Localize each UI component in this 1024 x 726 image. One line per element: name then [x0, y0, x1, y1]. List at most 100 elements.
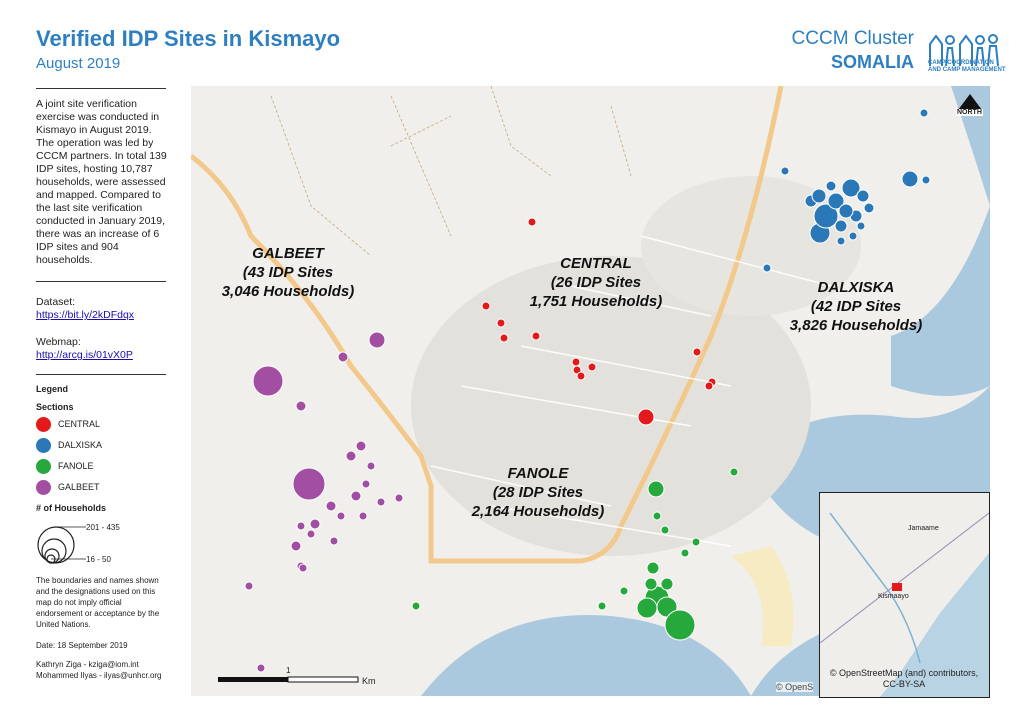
- idp-site-dalxiska[interactable]: [813, 203, 839, 229]
- idp-site-central[interactable]: [531, 331, 541, 341]
- idp-site-dalxiska[interactable]: [919, 108, 929, 118]
- section-households: 1,751 Households): [529, 293, 663, 310]
- idp-site-galbeet[interactable]: [298, 563, 308, 573]
- idp-site-fanole[interactable]: [646, 561, 660, 575]
- idp-site-central[interactable]: [527, 217, 537, 227]
- webmap-link[interactable]: http://arcg.is/01vX0P: [36, 349, 133, 361]
- idp-site-fanole[interactable]: [664, 609, 696, 641]
- idp-site-dalxiska[interactable]: [811, 188, 827, 204]
- inset-basemap: [820, 493, 989, 697]
- idp-site-fanole[interactable]: [660, 577, 674, 591]
- idp-site-galbeet[interactable]: [376, 497, 386, 507]
- section-label-fanole: FANOLE (28 IDP Sites 2,164 Households): [458, 464, 618, 521]
- idp-site-fanole[interactable]: [636, 597, 658, 619]
- idp-site-galbeet[interactable]: [306, 529, 316, 539]
- idp-site-dalxiska[interactable]: [921, 175, 931, 185]
- idp-site-dalxiska[interactable]: [848, 231, 858, 241]
- idp-site-galbeet[interactable]: [296, 521, 306, 531]
- legend-swatch: [36, 459, 51, 474]
- idp-site-galbeet[interactable]: [355, 440, 367, 452]
- idp-site-dalxiska[interactable]: [762, 263, 772, 273]
- idp-site-galbeet[interactable]: [325, 500, 337, 512]
- idp-site-fanole[interactable]: [619, 586, 629, 596]
- idp-site-fanole[interactable]: [597, 601, 607, 611]
- idp-site-galbeet[interactable]: [368, 331, 386, 349]
- idp-site-galbeet[interactable]: [290, 540, 302, 552]
- idp-site-dalxiska[interactable]: [780, 166, 790, 176]
- dataset-link[interactable]: https://bit.ly/2kDFdqx: [36, 309, 135, 321]
- section-sites: (26 IDP Sites: [550, 274, 642, 291]
- idp-site-fanole[interactable]: [691, 537, 701, 547]
- idp-site-galbeet[interactable]: [256, 663, 266, 673]
- legend-label: CENTRAL: [58, 419, 101, 429]
- hh-max-label: 201 - 435: [86, 523, 120, 532]
- idp-site-dalxiska[interactable]: [825, 180, 837, 192]
- inset-map[interactable]: Jamaame Kismaayo: [819, 492, 990, 698]
- idp-site-fanole[interactable]: [660, 525, 670, 535]
- legend-item: FANOLE: [36, 456, 168, 477]
- idp-site-dalxiska[interactable]: [827, 192, 845, 210]
- divider: [36, 88, 166, 89]
- divider: [36, 281, 166, 282]
- idp-site-dalxiska[interactable]: [856, 221, 866, 231]
- sections-title: Sections: [36, 402, 74, 412]
- legend-label: DALXISKA: [58, 440, 103, 450]
- org-name: CCCM Cluster: [791, 28, 914, 49]
- org-block: CCCM Cluster SOMALIA: [792, 28, 914, 73]
- map-attribution: © OpenS: [776, 682, 814, 692]
- section-sites: (43 IDP Sites: [242, 264, 334, 281]
- section-households: 3,046 Households): [221, 283, 355, 300]
- idp-site-fanole[interactable]: [411, 601, 421, 611]
- idp-site-galbeet[interactable]: [295, 400, 307, 412]
- idp-site-galbeet[interactable]: [292, 467, 326, 501]
- scale-bar: 1 Km: [218, 666, 378, 691]
- idp-site-dalxiska[interactable]: [834, 219, 848, 233]
- idp-site-galbeet[interactable]: [366, 461, 376, 471]
- webmap-label: Webmap:: [36, 336, 81, 348]
- idp-site-galbeet[interactable]: [394, 493, 404, 503]
- idp-site-dalxiska[interactable]: [836, 236, 846, 246]
- idp-site-galbeet[interactable]: [309, 518, 321, 530]
- idp-site-dalxiska[interactable]: [838, 203, 854, 219]
- inset-attribution: © OpenStreetMap (and) contributors, CC-B…: [829, 668, 979, 689]
- idp-sites-layer: [244, 108, 931, 673]
- idp-site-central[interactable]: [481, 301, 491, 311]
- idp-site-fanole[interactable]: [644, 577, 658, 591]
- idp-site-galbeet[interactable]: [358, 511, 368, 521]
- idp-site-dalxiska[interactable]: [863, 202, 875, 214]
- idp-site-galbeet[interactable]: [350, 490, 362, 502]
- idp-site-galbeet[interactable]: [337, 351, 349, 363]
- date-text: Date: 18 September 2019: [36, 641, 128, 650]
- section-label-central: CENTRAL (26 IDP Sites 1,751 Households): [516, 254, 676, 311]
- idp-site-fanole[interactable]: [680, 548, 690, 558]
- idp-site-galbeet[interactable]: [329, 536, 339, 546]
- idp-site-dalxiska[interactable]: [841, 178, 861, 198]
- idp-site-central[interactable]: [704, 381, 714, 391]
- sidebar: A joint site verification exercise was c…: [36, 88, 168, 681]
- inset-label-kismaayo: Kismaayo: [878, 593, 909, 600]
- idp-site-galbeet[interactable]: [244, 581, 254, 591]
- idp-site-fanole[interactable]: [729, 467, 739, 477]
- map-canvas[interactable]: [191, 86, 990, 696]
- map-title: Verified IDP Sites in Kismayo: [36, 26, 341, 51]
- idp-site-galbeet[interactable]: [252, 365, 284, 397]
- idp-site-fanole[interactable]: [647, 480, 665, 498]
- section-name: FANOLE: [507, 465, 569, 482]
- idp-site-dalxiska[interactable]: [856, 189, 870, 203]
- idp-site-central[interactable]: [576, 371, 586, 381]
- idp-site-central[interactable]: [692, 347, 702, 357]
- legend-item: DALXISKA: [36, 435, 168, 456]
- dataset-label: Dataset:: [36, 296, 76, 308]
- idp-site-galbeet[interactable]: [336, 511, 346, 521]
- idp-site-galbeet[interactable]: [345, 450, 357, 462]
- idp-site-central[interactable]: [637, 408, 655, 426]
- idp-site-central[interactable]: [496, 318, 506, 328]
- idp-site-central[interactable]: [571, 357, 581, 367]
- proportional-circles-icon: [37, 526, 86, 564]
- idp-site-fanole[interactable]: [652, 511, 662, 521]
- idp-site-galbeet[interactable]: [361, 479, 371, 489]
- idp-site-dalxiska[interactable]: [901, 170, 919, 188]
- logo-caption: CAMP COORDINATION AND CAMP MANAGEMENT: [928, 60, 1006, 73]
- idp-site-central[interactable]: [499, 333, 509, 343]
- idp-site-central[interactable]: [587, 362, 597, 372]
